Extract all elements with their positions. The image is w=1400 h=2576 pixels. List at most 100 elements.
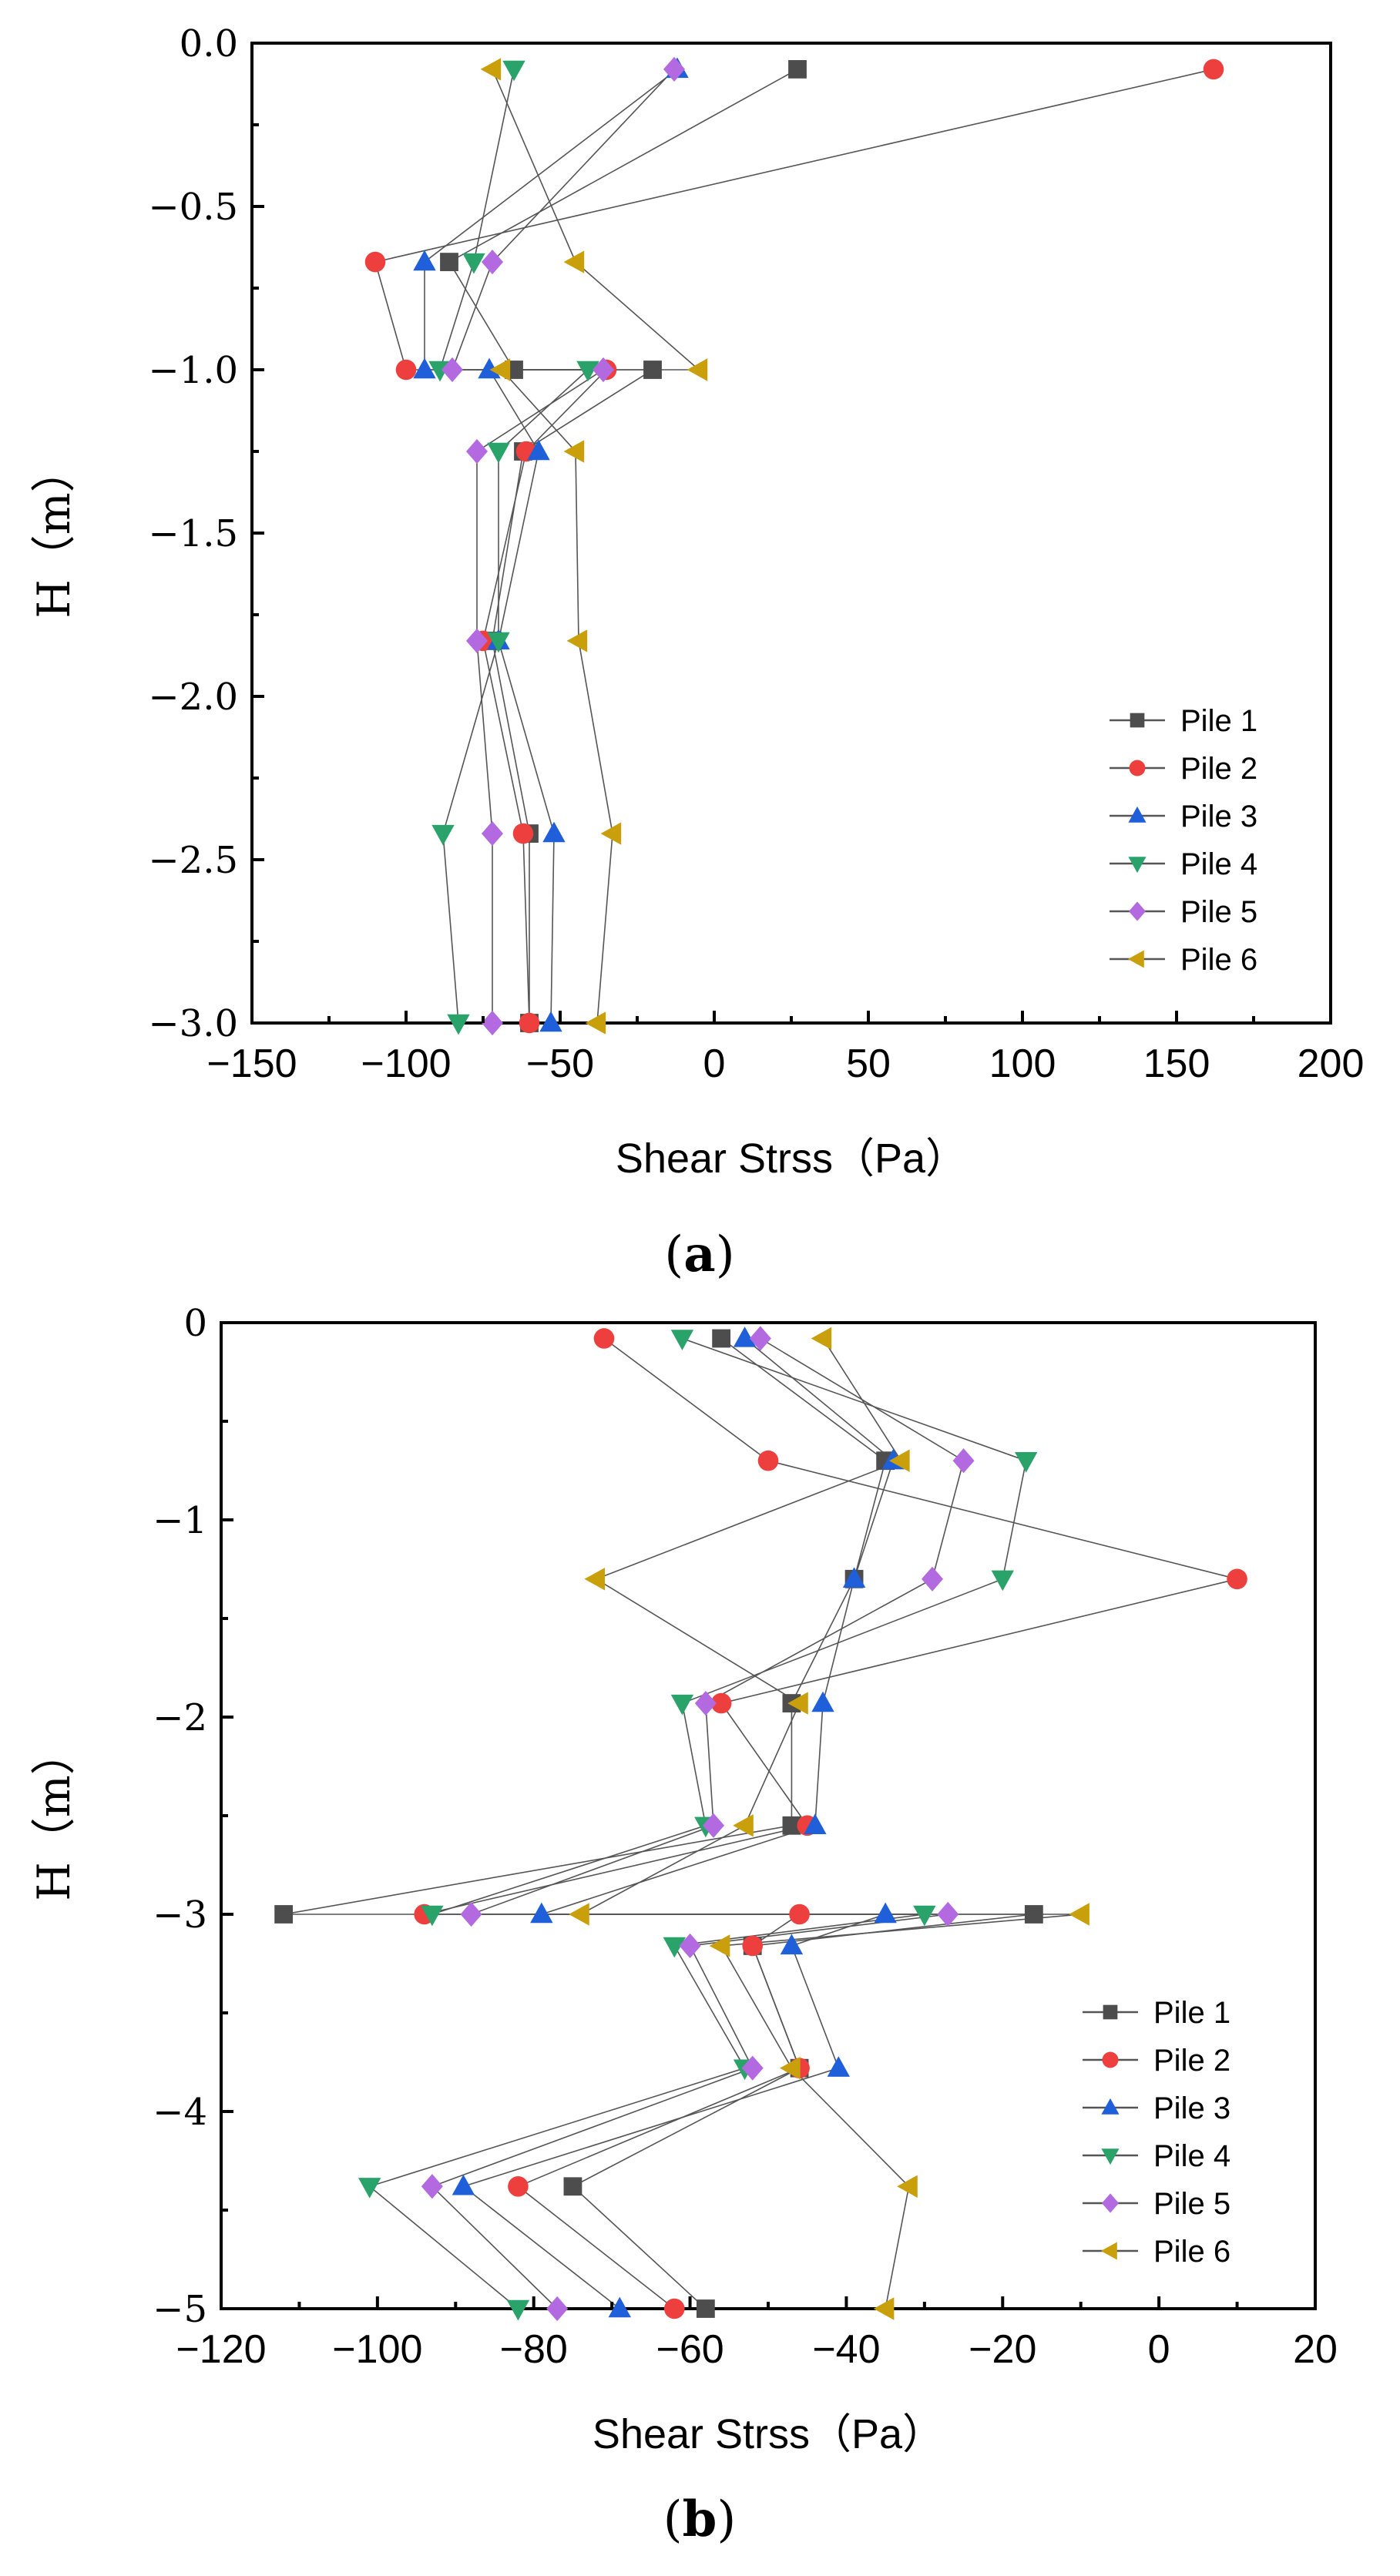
y-tick-label: −1.0 [148, 349, 238, 392]
plot-frame-a [250, 42, 1332, 1025]
data-point-pile-4 [913, 1905, 936, 1927]
legend-a: Pile 1 Pile 2 Pile 3 Pile 4 Pile 5 Pile 6 [1110, 704, 1257, 977]
data-point-pile-5 [466, 628, 488, 654]
y-axis-title-a: H（m） [28, 448, 80, 619]
data-point-pile-2 [512, 823, 534, 844]
legend-marker [1101, 2098, 1120, 2115]
data-point-pile-3 [780, 1934, 804, 1955]
legend-marker [1128, 857, 1147, 874]
data-point-pile-5 [694, 1690, 717, 1716]
data-point-pile-2 [742, 1935, 764, 1957]
data-point-pile-2 [395, 359, 417, 381]
y-tick-label: −2 [153, 1696, 207, 1739]
data-point-pile-5 [703, 1813, 724, 1838]
data-point-pile-3 [874, 1902, 897, 1924]
data-point-pile-2 [663, 2298, 685, 2319]
data-point-pile-3 [804, 1813, 827, 1834]
data-point-pile-2 [508, 2175, 529, 2197]
data-point-pile-4 [991, 1570, 1014, 1592]
y-tick-label: −1.5 [148, 512, 238, 555]
data-point-pile-5 [482, 820, 503, 847]
data-point-pile-3 [827, 2056, 850, 2077]
series-line-pile-3 [462, 1337, 895, 2309]
data-point-pile-3 [527, 439, 550, 461]
data-point-pile-6 [489, 358, 511, 381]
data-point-pile-5 [546, 2296, 569, 2322]
x-tick-label: 200 [1298, 1041, 1365, 1086]
data-point-pile-6 [709, 1934, 730, 1957]
data-point-pile-4 [506, 2299, 530, 2321]
data-point-pile-3 [530, 1902, 553, 1924]
data-point-pile-2 [710, 1692, 732, 1714]
x-tick-label: −40 [812, 2327, 880, 2372]
x-axis-title-a: Shear Strss（Pa） [616, 1135, 967, 1182]
x-tick-label: 0 [703, 1041, 726, 1086]
legend-marker [1101, 2148, 1120, 2165]
legend-marker [1129, 760, 1146, 776]
data-point-pile-3 [811, 1691, 834, 1712]
data-point-pile-3 [539, 1011, 562, 1032]
data-point-pile-5 [937, 1901, 959, 1927]
series-line-pile-1 [448, 69, 798, 1023]
legend-label: Pile 4 [1153, 2139, 1230, 2173]
data-point-pile-4 [670, 1330, 694, 1350]
x-tick-label: −60 [656, 2327, 724, 2372]
data-point-pile-3 [478, 357, 501, 379]
series-line-pile-4 [438, 69, 590, 1024]
legend-marker [1102, 2193, 1119, 2213]
data-point-pile-5 [460, 1901, 482, 1927]
data-point-pile-1 [274, 1905, 294, 1924]
x-axis-title-b: Shear Strss（Pa） [593, 2411, 944, 2457]
data-point-pile-1 [1024, 1905, 1043, 1924]
legend-label: Pile 6 [1180, 943, 1257, 977]
x-tick-label: −80 [500, 2327, 568, 2372]
data-point-pile-3 [413, 250, 436, 271]
caption-a-letter: a [683, 1226, 715, 1283]
axis-ticks-b: −120 −100 −80 −60 −40 −20 0 20 0 −1 −2 −3 −4 −5 [153, 1302, 1338, 2372]
data-point-pile-5 [482, 249, 503, 275]
y-tick-label: −3.0 [148, 1002, 238, 1045]
data-point-pile-4 [663, 1937, 686, 1958]
data-point-pile-2 [789, 1903, 810, 1925]
legend-label: Pile 1 [1153, 1996, 1230, 2030]
data-point-pile-5 [749, 1326, 771, 1351]
data-point-pile-6 [566, 629, 588, 652]
legend-label: Pile 3 [1180, 800, 1257, 834]
data-point-pile-5 [679, 1933, 701, 1959]
data-point-pile-6 [584, 1568, 606, 1591]
chart-panel-b: −120 −100 −80 −60 −40 −20 0 20 0 −1 −2 −3 −4 −5 Pile … [28, 1302, 1338, 2548]
data-point-pile-5 [593, 357, 614, 383]
series-line-pile-6 [580, 1338, 1081, 2309]
series-line-pile-1 [284, 1337, 1034, 2309]
series-line-pile-5 [431, 1337, 965, 2309]
data-point-pile-4 [358, 2178, 381, 2199]
y-tick-label: 0.0 [180, 22, 238, 65]
legend-label: Pile 6 [1153, 2235, 1230, 2269]
legend-b: Pile 1 Pile 2 Pile 3 Pile 4 Pile 5 Pile 6 [1083, 1996, 1230, 2269]
data-point-pile-6 [873, 2297, 895, 2320]
series-line-pile-5 [451, 69, 675, 1023]
data-point-pile-3 [733, 1327, 757, 1347]
data-point-pile-6 [563, 440, 585, 463]
data-point-pile-4 [462, 253, 485, 274]
data-point-pile-5 [922, 1566, 943, 1592]
data-point-pile-4 [431, 824, 455, 846]
x-tick-label: 0 [1148, 2327, 1170, 2372]
data-point-pile-4 [1015, 1452, 1038, 1473]
data-point-pile-1 [643, 361, 662, 379]
legend-label: Pile 5 [1180, 895, 1257, 929]
legend-marker [1128, 806, 1147, 823]
legend-label: Pile 4 [1180, 847, 1257, 881]
legend-label: Pile 2 [1153, 2044, 1230, 2078]
legend-label: Pile 2 [1180, 752, 1257, 786]
caption-b-letter: b [683, 2490, 717, 2548]
data-point-pile-1 [563, 2177, 582, 2196]
data-point-pile-6 [563, 250, 585, 273]
data-point-pile-4 [447, 1014, 470, 1035]
data-point-pile-6 [787, 1692, 808, 1715]
data-point-pile-3 [413, 357, 436, 379]
data-point-pile-3 [542, 821, 566, 843]
series-line-pile-2 [424, 1337, 1237, 2309]
y-tick-label: −2.5 [148, 839, 238, 882]
